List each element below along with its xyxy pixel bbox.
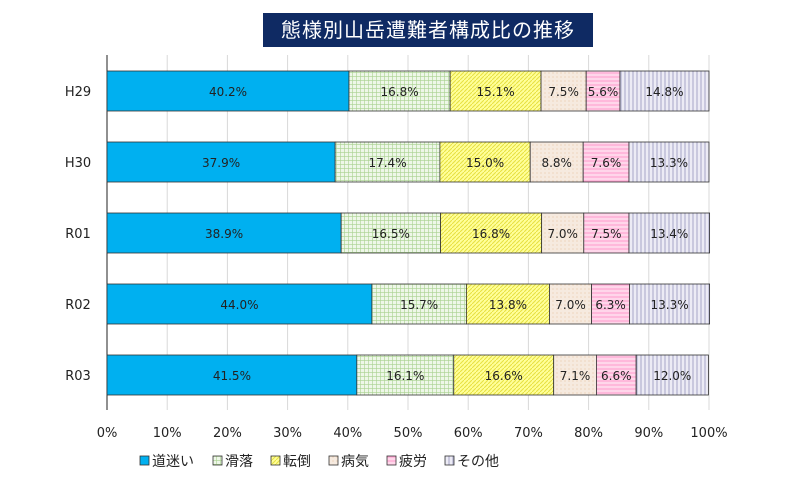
- category-label: R03: [65, 369, 91, 384]
- bar-segment: [529, 141, 584, 183]
- legend-label: 道迷い: [152, 454, 194, 470]
- bar-segment: [449, 70, 542, 112]
- legend-swatch: [139, 455, 150, 466]
- category-label: H30: [65, 156, 91, 171]
- data-label: 7.1%: [560, 369, 591, 383]
- data-label: 7.5%: [591, 227, 622, 241]
- x-tick-label: 50%: [394, 426, 423, 441]
- data-label: 38.9%: [205, 227, 243, 241]
- data-label: 13.4%: [650, 227, 688, 241]
- legend-label: 滑落: [225, 453, 253, 470]
- data-label: 16.5%: [372, 227, 410, 241]
- x-tick-label: 30%: [273, 426, 302, 441]
- bar-segment: [106, 283, 373, 325]
- category-label: R02: [65, 298, 91, 313]
- bar-segment: [106, 141, 336, 183]
- data-label: 5.6%: [588, 85, 619, 99]
- bar-segment: [629, 283, 711, 325]
- data-label: 17.4%: [368, 156, 406, 170]
- data-label: 40.2%: [209, 85, 247, 99]
- data-label: 7.0%: [547, 227, 578, 241]
- bar-segment: [348, 70, 451, 112]
- x-tick-label: 100%: [690, 426, 727, 441]
- bar-segment: [591, 283, 630, 325]
- data-label: 37.9%: [202, 156, 240, 170]
- bar-segment: [553, 354, 597, 396]
- bar-segment: [582, 141, 630, 183]
- bar-segment: [635, 354, 709, 396]
- category-label: R01: [65, 227, 91, 242]
- data-label: 13.8%: [489, 298, 527, 312]
- data-label: 44.0%: [220, 298, 258, 312]
- bar-segment: [453, 354, 555, 396]
- data-label: 8.8%: [541, 156, 572, 170]
- x-tick-label: 40%: [333, 426, 362, 441]
- bar-segment: [628, 212, 711, 254]
- legend-label: その他: [457, 454, 499, 470]
- x-tick-label: 90%: [634, 426, 663, 441]
- chart-title: 態様別山岳遭難者構成比の推移: [263, 13, 593, 47]
- bar-segment: [549, 283, 593, 325]
- bar-segment: [619, 70, 710, 112]
- bar-segment: [583, 212, 630, 254]
- bar-segment: [541, 212, 585, 254]
- data-label: 13.3%: [650, 156, 688, 170]
- legend-swatch: [270, 455, 281, 466]
- data-label: 7.0%: [555, 298, 586, 312]
- data-label: 15.1%: [477, 85, 515, 99]
- x-tick-label: 20%: [213, 426, 242, 441]
- data-label: 13.3%: [651, 298, 689, 312]
- data-label: 16.8%: [472, 227, 510, 241]
- bar-segment: [465, 283, 550, 325]
- data-label: 16.8%: [381, 85, 419, 99]
- bar-segment: [356, 354, 455, 396]
- data-label: 12.0%: [653, 369, 691, 383]
- data-label: 16.6%: [485, 369, 523, 383]
- data-label: 7.5%: [548, 85, 579, 99]
- bar-segment: [596, 354, 637, 396]
- bar-segment: [334, 141, 441, 183]
- x-tick-label: 10%: [153, 426, 182, 441]
- legend-label: 病気: [341, 454, 369, 470]
- legend-swatch: [444, 455, 455, 466]
- legend-label: 転倒: [283, 454, 311, 470]
- x-tick-label: 0%: [97, 426, 118, 441]
- x-tick-label: 80%: [574, 426, 603, 441]
- bar-segment: [628, 141, 710, 183]
- bar-segment: [439, 141, 531, 183]
- data-label: 7.6%: [591, 156, 622, 170]
- legend-swatch: [386, 455, 397, 466]
- legend-swatch: [328, 455, 339, 466]
- data-label: 16.1%: [386, 369, 424, 383]
- bar-segment: [440, 212, 543, 254]
- data-label: 14.8%: [645, 85, 683, 99]
- data-label: 41.5%: [213, 369, 251, 383]
- data-label: 15.7%: [400, 298, 438, 312]
- x-tick-label: 60%: [454, 426, 483, 441]
- bar-segment: [106, 70, 350, 112]
- legend-label: 疲労: [399, 453, 427, 470]
- bar-segment: [106, 212, 342, 254]
- legend-swatch: [212, 455, 223, 466]
- x-tick-label: 70%: [514, 426, 543, 441]
- bar-segment: [106, 354, 358, 396]
- category-label: H29: [65, 85, 91, 100]
- data-label: 15.0%: [466, 156, 504, 170]
- data-label: 6.6%: [601, 369, 632, 383]
- data-label: 6.3%: [595, 298, 626, 312]
